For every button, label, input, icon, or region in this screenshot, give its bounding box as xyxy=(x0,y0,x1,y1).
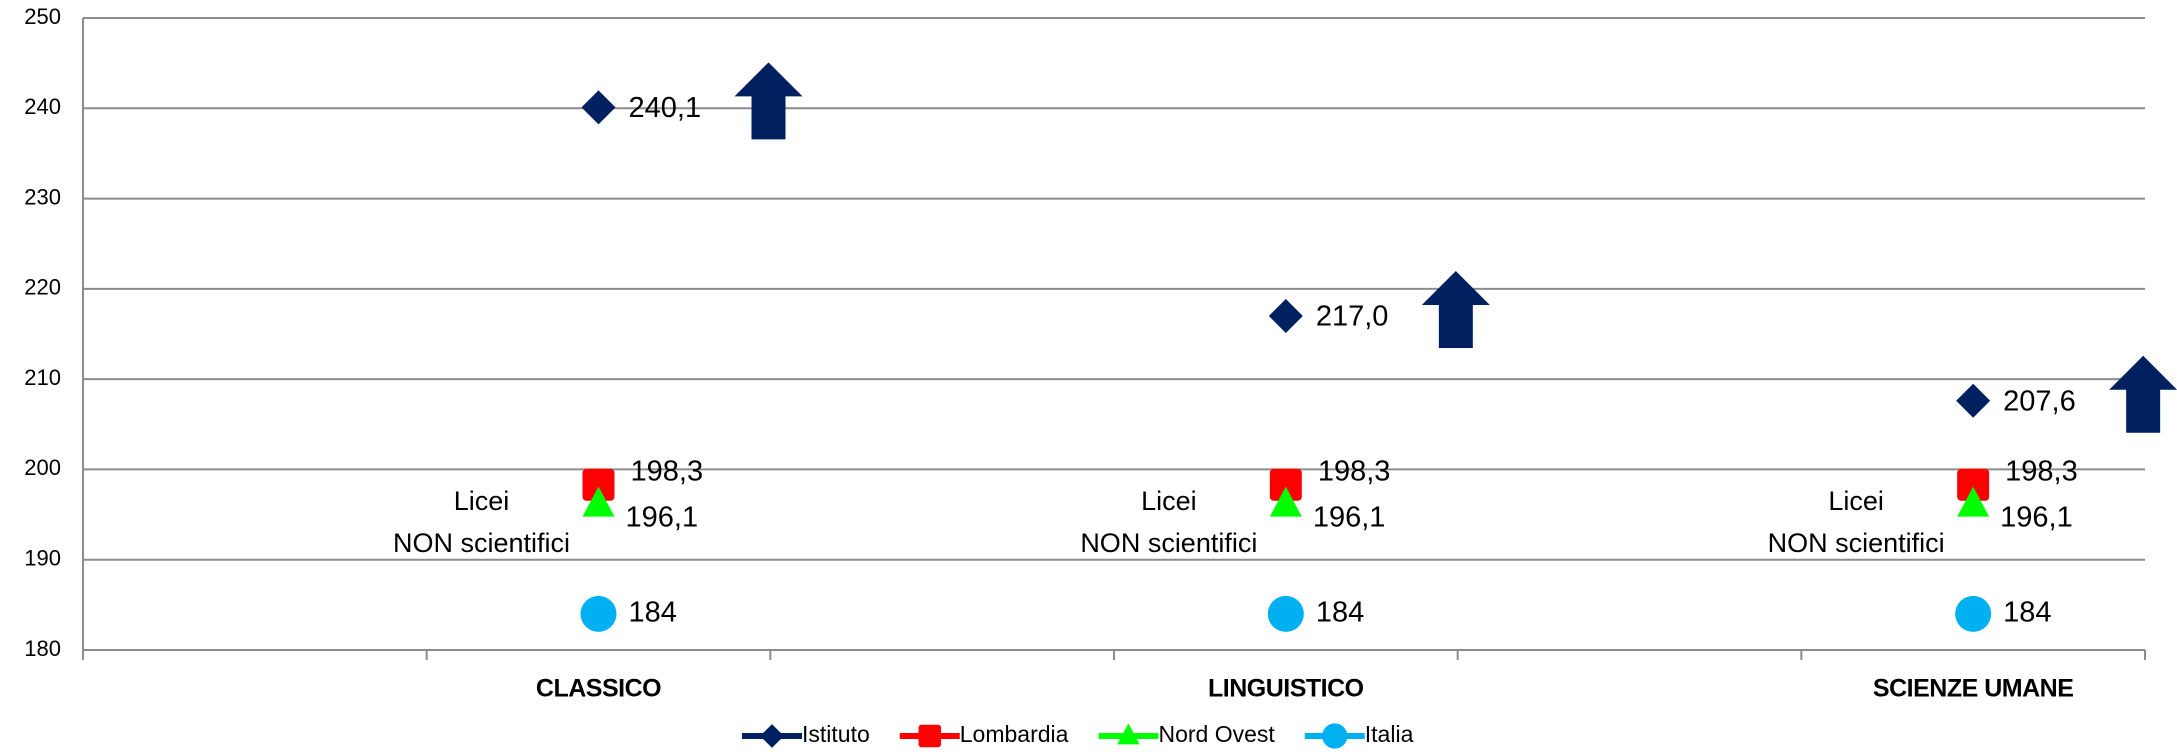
data-label: 196,1 xyxy=(626,501,699,533)
marker xyxy=(581,90,616,125)
data-label: 240,1 xyxy=(629,92,702,124)
marker xyxy=(1955,595,1992,632)
marker xyxy=(1957,468,1990,501)
data-label: 217,0 xyxy=(1316,301,1389,333)
legend-marker xyxy=(1117,723,1140,745)
data-label: 207,6 xyxy=(2003,385,2076,417)
y-tick-label: 240 xyxy=(24,94,61,119)
annotation: Licei xyxy=(1828,486,1884,516)
arrow-up xyxy=(1421,270,1490,348)
data-label: 184 xyxy=(1316,597,1364,629)
y-tick-label: 230 xyxy=(24,184,61,209)
marker xyxy=(1268,298,1303,333)
legend-label: Lombardia xyxy=(960,721,1069,747)
marker xyxy=(1267,595,1304,632)
data-label: 184 xyxy=(2003,597,2051,629)
marker xyxy=(1269,468,1302,501)
marker xyxy=(580,595,617,632)
arrow-up xyxy=(734,62,803,140)
data-label: 198,3 xyxy=(631,455,704,487)
marker xyxy=(1956,383,1991,418)
legend-label: Nord Ovest xyxy=(1158,721,1275,747)
arrow-up xyxy=(2109,355,2177,433)
legend-label: Istituto xyxy=(802,721,870,747)
annotation: NON scientifici xyxy=(1768,528,1945,558)
annotation: Licei xyxy=(454,486,510,516)
annotation: NON scientifici xyxy=(1080,528,1257,558)
y-tick-label: 210 xyxy=(24,365,61,390)
x-tick-label: LINGUISTICO xyxy=(1208,675,1364,703)
y-tick-label: 180 xyxy=(24,636,61,661)
legend-marker xyxy=(918,724,941,748)
marker xyxy=(1957,486,1990,517)
data-label: 198,3 xyxy=(2005,455,2078,487)
legend-marker xyxy=(1322,723,1348,749)
legend-marker xyxy=(760,724,784,748)
data-label: 196,1 xyxy=(2000,501,2073,533)
marker xyxy=(1269,486,1302,517)
y-tick-label: 190 xyxy=(24,546,61,571)
y-tick-label: 250 xyxy=(24,4,61,29)
annotation: Licei xyxy=(1141,486,1197,516)
data-label: 198,3 xyxy=(1318,455,1391,487)
legend-label: Italia xyxy=(1365,721,1414,747)
annotation: NON scientifici xyxy=(393,528,570,558)
marker xyxy=(582,486,615,517)
data-label: 184 xyxy=(629,597,677,629)
y-tick-label: 200 xyxy=(24,455,61,480)
y-tick-label: 220 xyxy=(24,275,61,300)
x-tick-label: SCIENZE UMANE xyxy=(1873,675,2073,703)
marker xyxy=(582,468,615,501)
data-label: 196,1 xyxy=(1313,501,1386,533)
x-tick-label: CLASSICO xyxy=(536,675,661,703)
